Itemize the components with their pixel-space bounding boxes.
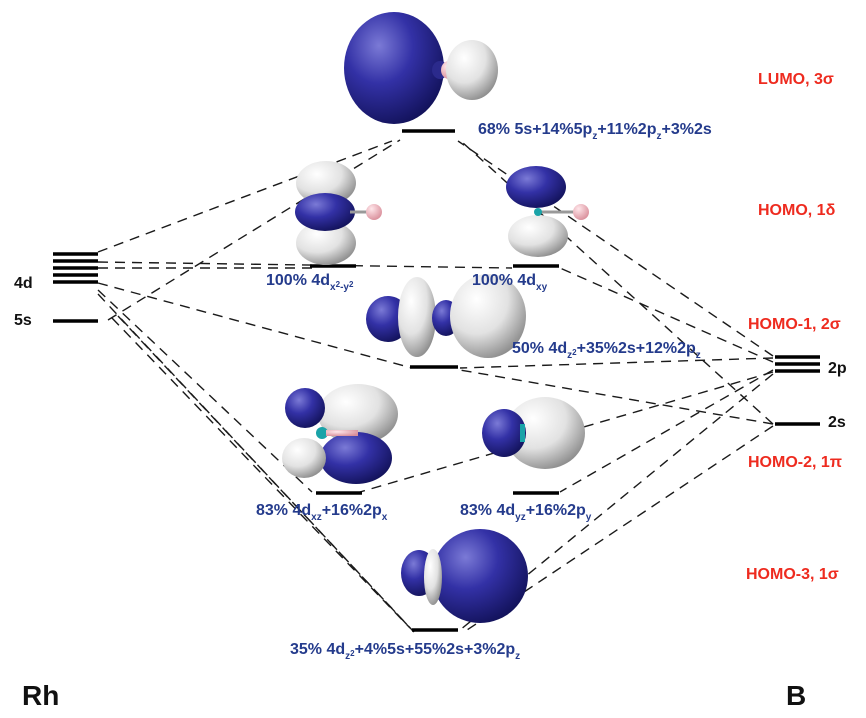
composition-homo-a: 100% 4dx2-y2 (266, 272, 354, 293)
homo3-orbital-image (401, 529, 528, 623)
corr-5s-lumo (107, 139, 401, 321)
corr-2s-homo1 (459, 369, 774, 425)
mo-name-homo1: HOMO-1, 2σ (748, 316, 841, 333)
corr-5s-homo3-b (117, 315, 415, 633)
mo-name-homo2: HOMO-2, 1π (748, 454, 843, 471)
corr-2p-homo2-b (559, 369, 774, 493)
mo-name-lumo: LUMO, 3σ (758, 71, 834, 88)
composition-lumo: 68% 5s+14%5pz+11%2pz+3%2s (478, 121, 712, 142)
composition-homo2-a: 83% 4dxz+16%2px (256, 502, 388, 523)
composition-homo-b: 100% 4dxy (472, 272, 548, 293)
energy-levels (53, 129, 820, 632)
corr-2p-homo2-a (359, 371, 774, 493)
corr-4d-homo3 (97, 293, 413, 631)
corr-4d-homo-b (97, 261, 513, 269)
composition-homo2-b: 83% 4dyz+16%2py (460, 502, 592, 523)
corr-5s-homo3-a (111, 317, 411, 629)
homo2-a-orbital-image (282, 384, 398, 484)
atom-label-b: B (786, 680, 807, 711)
corr-2p-homo1 (459, 357, 774, 369)
lumo-orbital-image (344, 12, 498, 124)
rh-4d-label: 4d (14, 275, 33, 292)
rh-5s-label: 5s (14, 312, 32, 329)
homo1-orbital-image (366, 274, 526, 358)
mo-name-homo: HOMO, 1δ (758, 202, 836, 219)
homo-a-orbital-image (295, 161, 382, 265)
b-2s-label: 2s (828, 414, 846, 431)
corr-2p-homo (559, 267, 774, 363)
homo2-b-orbital-image (482, 397, 585, 469)
composition-homo1: 50% 4dz2+35%2s+12%2pz (512, 340, 701, 361)
homo-b-orbital-image (506, 166, 589, 257)
corr-4d-homo2-a (97, 289, 313, 493)
corr-2p-lumo (457, 140, 774, 357)
corr-4d-homo1 (97, 282, 413, 369)
mo-name-homo3: HOMO-3, 1σ (746, 566, 839, 583)
composition-homo3: 35% 4dz2+4%5s+55%2s+3%2pz (290, 641, 521, 662)
corr-4d-lumo (97, 140, 393, 253)
atom-label-rh: Rh (22, 680, 60, 711)
b-2p-label: 2p (828, 360, 847, 377)
